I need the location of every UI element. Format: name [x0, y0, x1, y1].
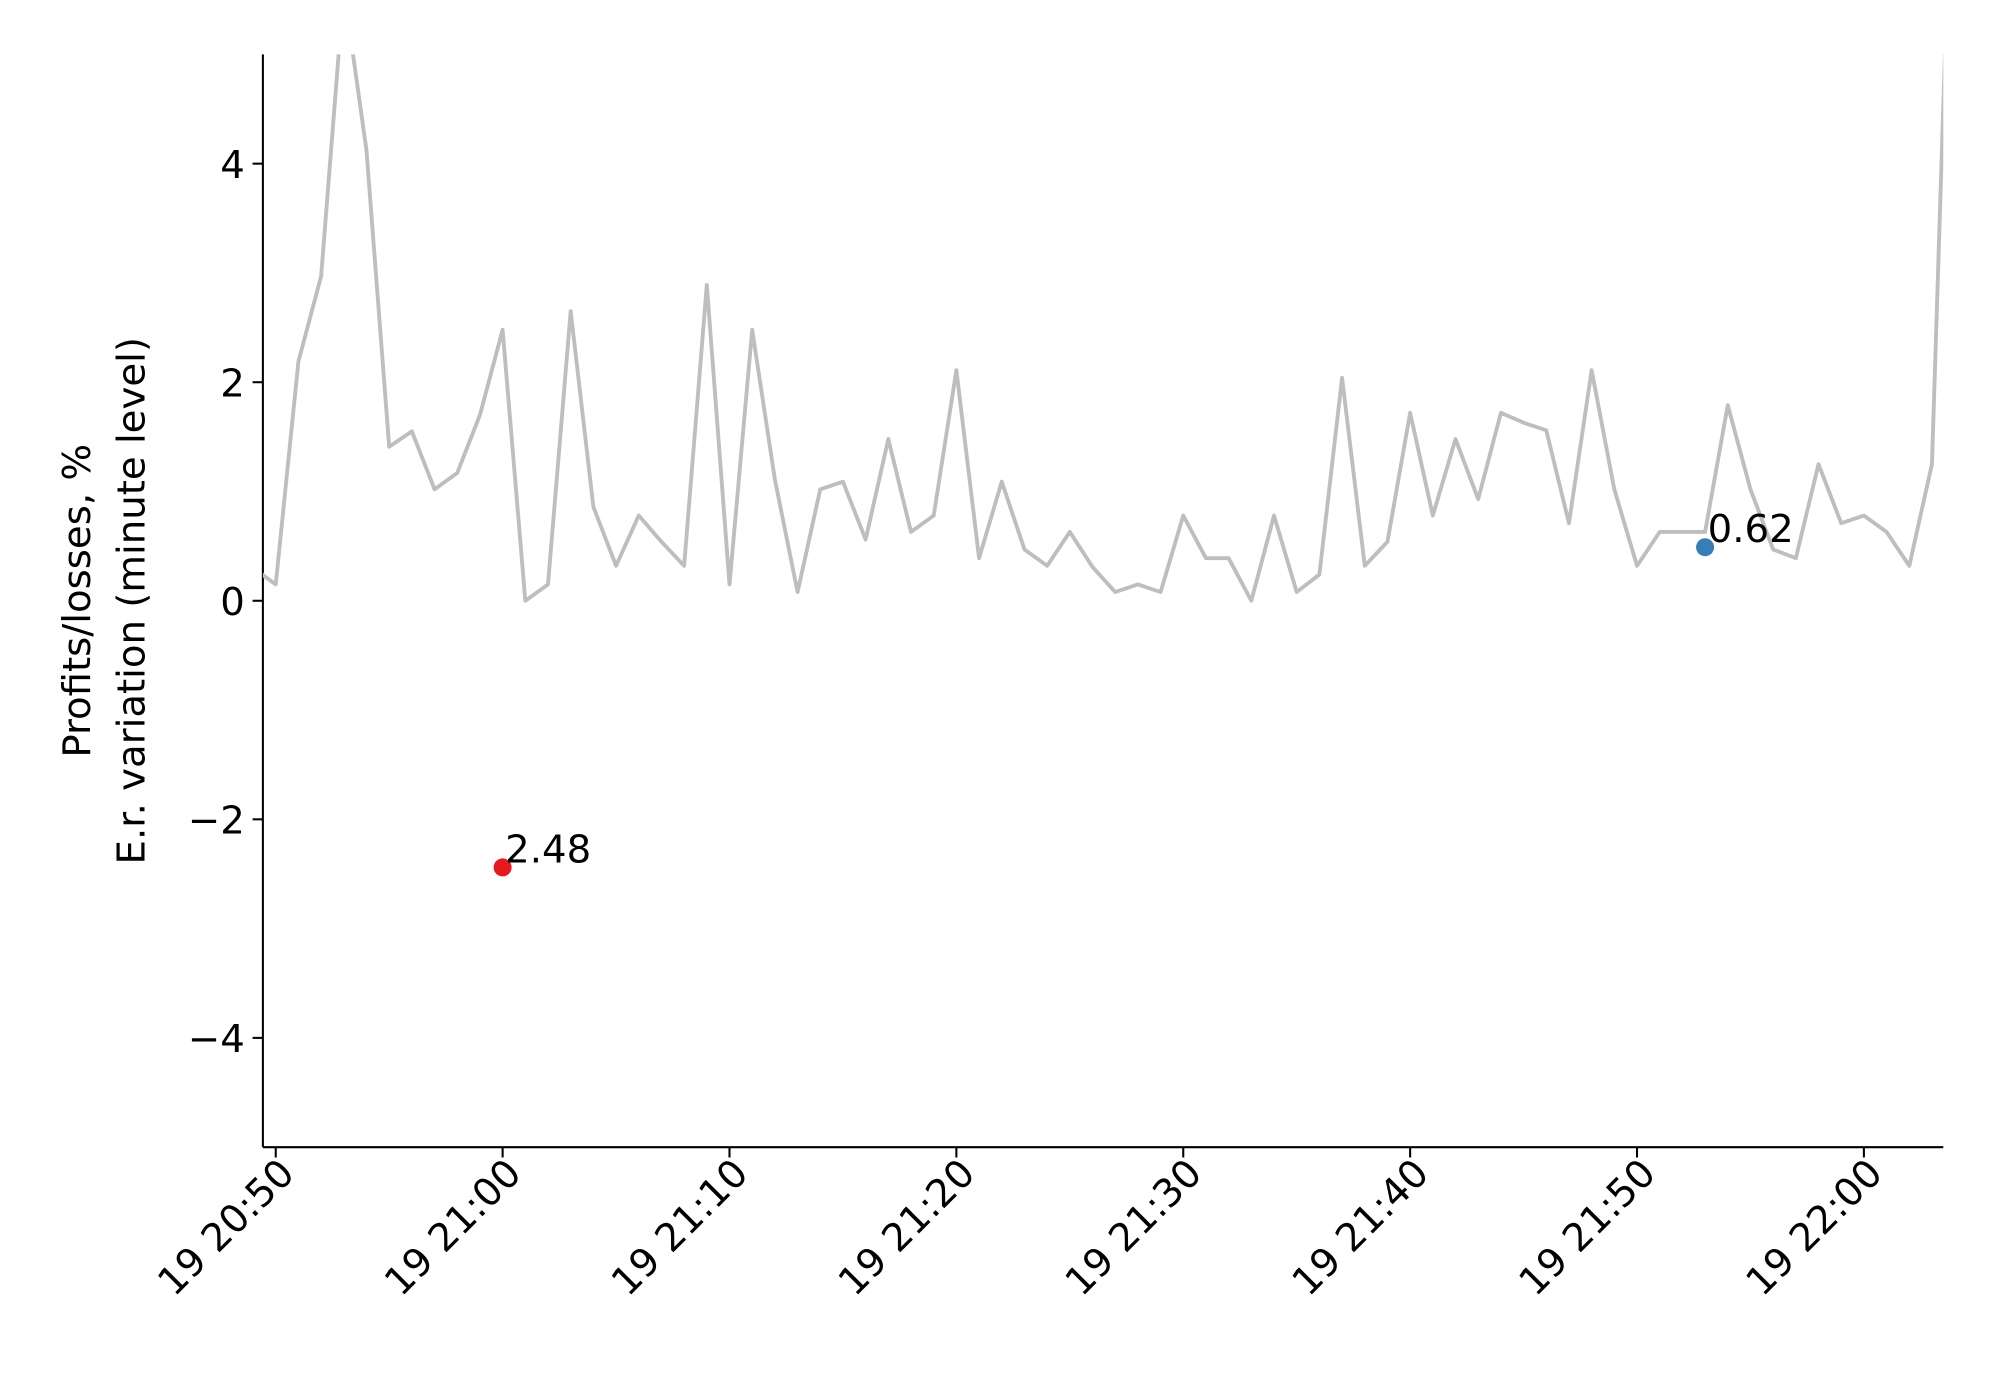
x-tick-label: 19 22:00 [1738, 1151, 1892, 1305]
marker [493, 858, 512, 877]
y-tick-label: −2 [188, 799, 245, 844]
plot-area [262, 54, 1944, 603]
x-tick-label: 19 21:30 [1057, 1151, 1211, 1305]
y-axis-label: E.r. variation (minute level) [109, 337, 154, 864]
x-tick-label: 19 20:50 [149, 1151, 303, 1305]
x-tick-label: 19 21:50 [1511, 1151, 1665, 1305]
x-tick-label: 19 21:20 [830, 1151, 984, 1305]
y-tick-label: 2 [220, 361, 245, 406]
x-tick-label: 19 21:00 [376, 1151, 530, 1305]
annotation: 0.62 [1708, 507, 1794, 552]
data-line [262, 54, 1944, 603]
x-tick-label: 19 21:10 [603, 1151, 757, 1305]
y-tick-label: 4 [220, 143, 245, 188]
annotation: 2.48 [505, 827, 591, 872]
y-axis-label: Profits/losses, % [55, 444, 100, 758]
y-tick-label: 0 [220, 580, 245, 625]
x-tick-label: 19 21:40 [1284, 1151, 1438, 1305]
y-tick-label: −4 [188, 1017, 245, 1062]
marker [1696, 538, 1715, 557]
